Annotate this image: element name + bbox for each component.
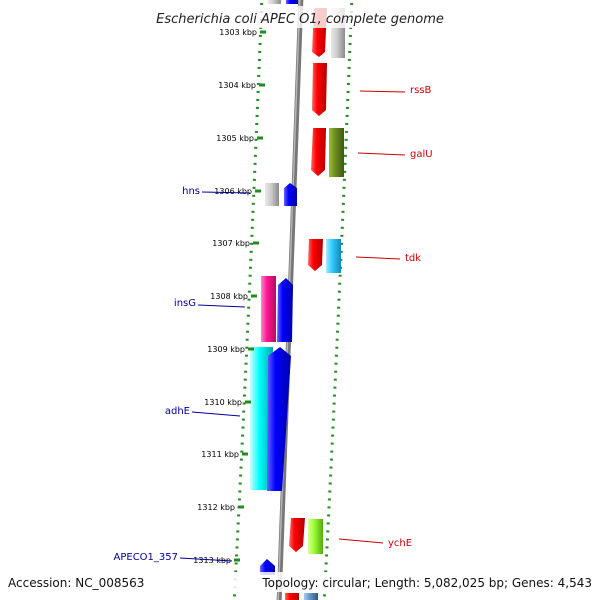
map-title: Escherichia coli APEC O1, complete genom… [156,12,444,27]
tick-label: 1307 kbp [212,239,250,248]
gene-gray-hns [265,183,279,206]
gene-label-leader [179,557,233,562]
topology-text: Topology: circular; Length: 5,082,025 bp… [261,576,592,590]
tick-label: 1303 kbp [219,28,257,37]
tick-label: 1305 kbp [216,134,254,143]
gene-yche [308,519,323,554]
gene-label[interactable]: ychE [388,538,412,549]
footer-background [0,572,600,592]
gene-red-bottom [285,593,299,600]
tick-label: 1304 kbp [218,81,256,90]
gene-label-leader [355,256,401,260]
gene-gray-top-left [268,0,281,4]
gene-label-leader [191,411,241,417]
gene-label-leader [197,304,246,308]
gene-insg-blue [277,278,293,342]
tick-label: 1312 kbp [197,503,235,512]
gene-label[interactable]: insG [174,298,196,309]
gene-adhe [250,347,273,490]
tick-label: 1309 kbp [207,345,245,354]
gene-label[interactable]: rssB [410,85,432,96]
gene-adhe-blue [267,347,291,491]
gene-labels: rssB galU hns tdk insG adhE ychE APECO1_357 [114,85,433,563]
gene-label-leader [201,191,251,194]
gene-label[interactable]: hns [182,186,200,197]
gene-label-leader [359,90,406,93]
gene-label-leader [338,538,384,544]
gene-blue-top [286,0,298,4]
tick-label: 1310 kbp [204,398,242,407]
gene-label[interactable]: APECO1_357 [114,552,179,563]
gene-label[interactable]: tdk [405,253,421,264]
ring-left-boundary [232,0,264,600]
gene-apeco1-357 [260,559,275,575]
tick-label: 1311 kbp [201,450,239,459]
tick-label: 1306 kbp [214,187,252,196]
ring-right-boundary [322,0,354,600]
gene-label[interactable]: galU [410,149,433,160]
gene-yche-red [289,518,305,552]
gene-tdk-red [308,239,323,271]
coordinate-ticks: 1303 kbp 1304 kbp 1305 kbp 1306 kbp 1307 kbp… [193,28,266,565]
gene-label-leader [357,152,406,156]
gene-label[interactable]: adhE [165,406,190,417]
gene-steel-bottom [304,593,318,600]
gene-insg [261,276,276,342]
gene-hns [284,183,297,206]
tick-label: 1313 kbp [193,556,231,565]
gene-rssb [312,63,327,116]
gene-galu [329,128,344,177]
accession-text: Accession: NC_008563 [8,576,144,590]
gene-galu-red [311,128,326,176]
gene-tdk [326,239,341,273]
title-background [140,6,460,28]
tick-label: 1308 kbp [210,292,248,301]
